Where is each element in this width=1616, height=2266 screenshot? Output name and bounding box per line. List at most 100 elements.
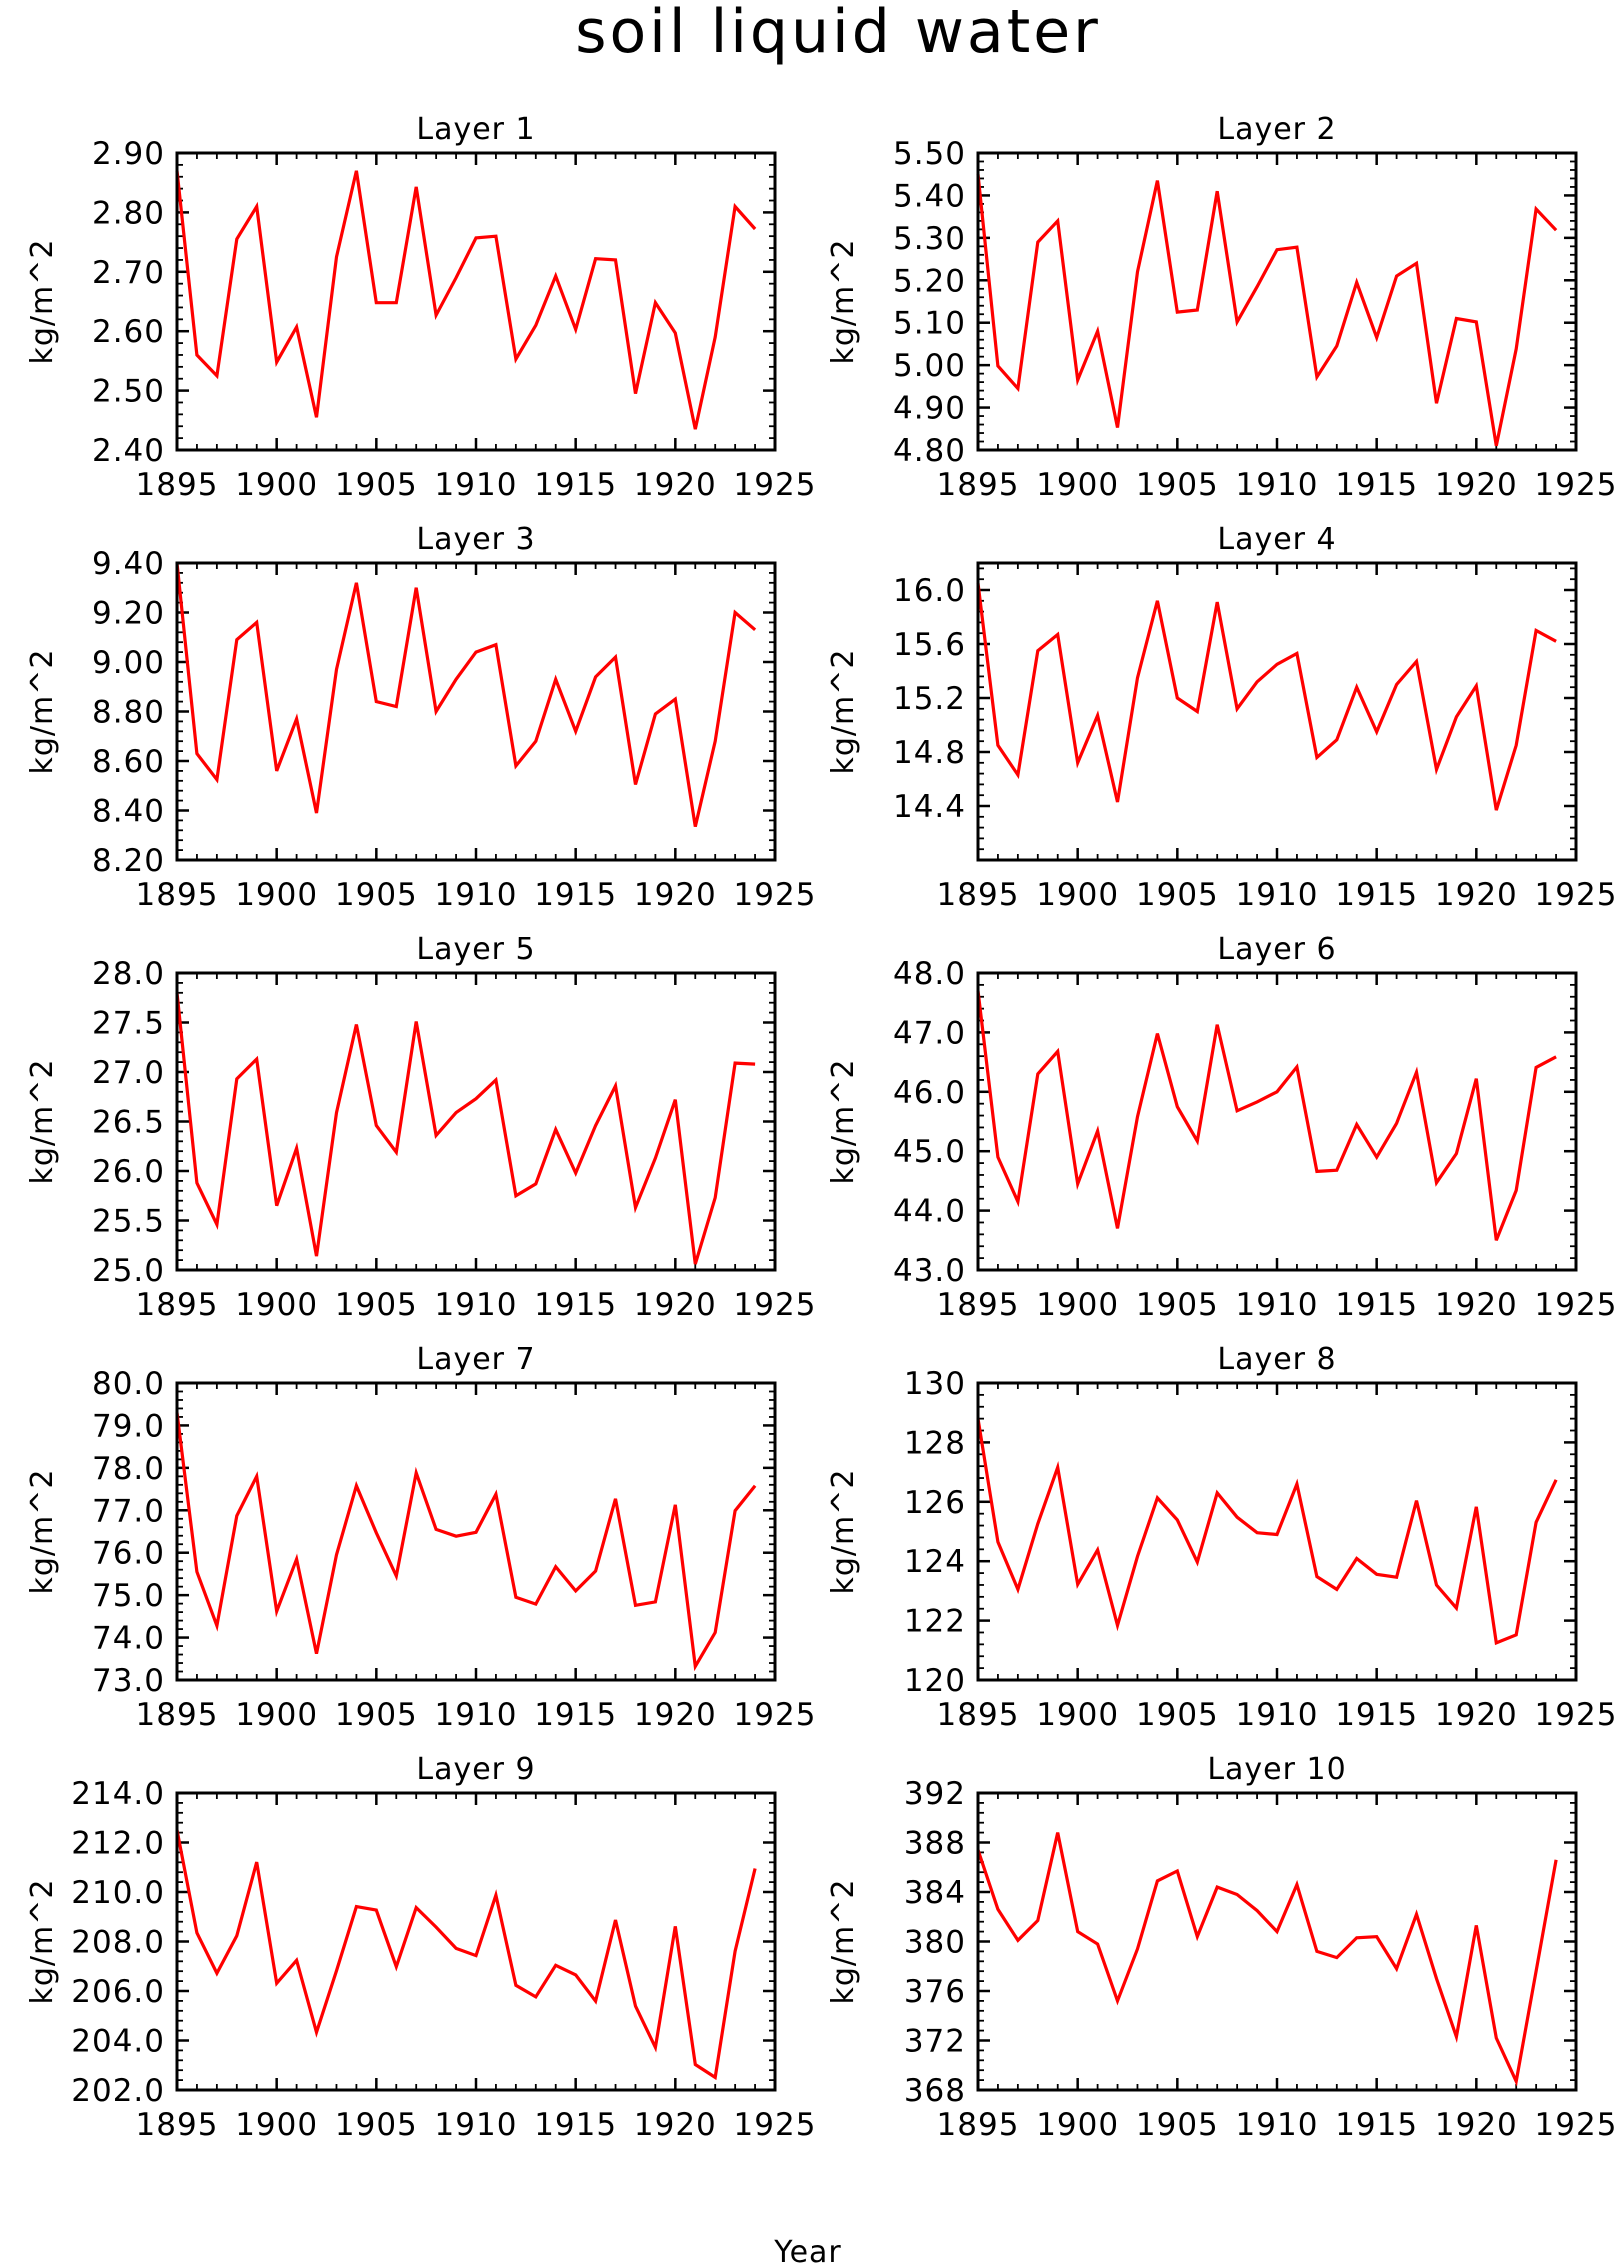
- x-tick-label: 1905: [1136, 467, 1219, 503]
- y-tick-label: 392: [904, 1776, 966, 1812]
- panel-title: Layer 3: [416, 522, 535, 557]
- y-tick-label: 78.0: [92, 1451, 165, 1487]
- plot-frame: [175, 561, 777, 862]
- series-line: [976, 990, 1557, 1241]
- y-tick-label: 380: [904, 1925, 966, 1961]
- y-tick-label: 202.0: [71, 2073, 165, 2109]
- x-tick-label: 1915: [1335, 1287, 1418, 1323]
- y-tick-label: 128: [904, 1425, 966, 1461]
- panel-title: Layer 4: [1217, 522, 1336, 557]
- x-tick-label: 1910: [435, 1287, 518, 1323]
- y-tick-label: 384: [904, 1875, 966, 1911]
- y-tick-label: 43.0: [893, 1253, 966, 1289]
- y-axis-label: kg/m^2: [826, 1469, 861, 1595]
- x-tick-label: 1920: [1435, 1287, 1518, 1323]
- x-tick-label: 1905: [335, 467, 418, 503]
- x-tick-label: 1920: [1435, 2107, 1518, 2143]
- plot-frame: [976, 1791, 1578, 2092]
- plot-frame: [976, 151, 1578, 452]
- x-tick-label: 1915: [1335, 467, 1418, 503]
- series-line: [175, 170, 757, 430]
- x-tick-label: 1910: [1236, 1287, 1319, 1323]
- y-axis-label: kg/m^2: [25, 1059, 60, 1185]
- y-axis-label: kg/m^2: [25, 1469, 60, 1595]
- x-tick-label: 1920: [634, 1287, 717, 1323]
- figure-title: soil liquid water: [575, 0, 1101, 67]
- x-tick-label: 1900: [235, 1697, 318, 1733]
- panel-title: Layer 10: [1207, 1752, 1346, 1787]
- x-tick-label: 1900: [1036, 1697, 1119, 1733]
- y-tick-label: 8.80: [92, 695, 165, 731]
- panel-layer-3: Layer 3 kg/m^2 8.20 8.40 8.60 8.80 9.00 9.20 9.4…: [25, 522, 817, 913]
- y-tick-label: 14.4: [893, 789, 966, 825]
- y-tick-label: 28.0: [92, 956, 165, 992]
- x-tick-label: 1900: [1036, 2107, 1119, 2143]
- x-tick-label: 1925: [734, 877, 817, 913]
- x-tick-label: 1925: [1535, 467, 1616, 503]
- y-tick-label: 27.0: [92, 1055, 165, 1091]
- panel-title: Layer 2: [1217, 112, 1336, 147]
- x-tick-label: 1915: [534, 1287, 617, 1323]
- x-tick-label: 1925: [1535, 877, 1616, 913]
- y-tick-label: 4.80: [893, 433, 966, 469]
- x-tick-label: 1925: [1535, 1287, 1616, 1323]
- x-tick-label: 1895: [937, 877, 1020, 913]
- y-tick-label: 45.0: [893, 1134, 966, 1170]
- series-line: [175, 992, 756, 1265]
- x-tick-label: 1895: [136, 877, 219, 913]
- x-tick-label: 1910: [435, 2107, 518, 2143]
- y-tick-label: 8.40: [92, 794, 165, 830]
- series-line: [976, 1832, 1558, 2087]
- series-line: [976, 1418, 1558, 1646]
- y-tick-label: 214.0: [71, 1776, 165, 1812]
- y-tick-label: 77.0: [92, 1493, 165, 1529]
- x-tick-label: 1895: [937, 2107, 1020, 2143]
- x-tick-label: 1900: [235, 877, 318, 913]
- y-tick-label: 48.0: [893, 956, 966, 992]
- y-tick-label: 388: [904, 1826, 966, 1862]
- x-tick-label: 1910: [435, 877, 518, 913]
- x-tick-label: 1895: [937, 467, 1020, 503]
- x-tick-label: 1920: [1435, 877, 1518, 913]
- x-tick-label: 1910: [1236, 2107, 1319, 2143]
- x-tick-label: 1925: [734, 467, 817, 503]
- series-line: [175, 1829, 757, 2081]
- panel-layer-9: Layer 9 kg/m^2 202.0 204.0 206.0 208.0 210.0 21…: [25, 1752, 815, 2143]
- x-tick-label: 1905: [1136, 1287, 1219, 1323]
- y-tick-label: 2.60: [92, 314, 165, 350]
- x-tick-label: 1915: [534, 467, 617, 503]
- series-line: [976, 174, 1558, 447]
- panel-layer-6: Layer 6 kg/m^2 43.0 44.0 45.0 46.0 47.0 48.0 189…: [826, 932, 1616, 1323]
- plot-frame: [175, 1381, 777, 1682]
- y-tick-label: 2.80: [92, 195, 165, 231]
- y-tick-label: 9.00: [92, 645, 165, 681]
- y-tick-label: 130: [904, 1366, 966, 1402]
- plot-frame: [976, 1381, 1578, 1682]
- y-tick-label: 210.0: [71, 1875, 165, 1911]
- x-tick-label: 1915: [534, 877, 617, 913]
- x-tick-label: 1920: [634, 1697, 717, 1733]
- y-tick-label: 15.2: [893, 681, 966, 717]
- plot-frame: [976, 971, 1578, 1272]
- y-axis-label: kg/m^2: [826, 649, 861, 775]
- y-tick-label: 9.40: [92, 546, 165, 582]
- y-tick-label: 25.0: [92, 1253, 165, 1289]
- y-tick-label: 47.0: [893, 1015, 966, 1051]
- plot-frame: [175, 971, 777, 1272]
- x-tick-label: 1915: [534, 2107, 617, 2143]
- x-tick-label: 1905: [335, 877, 418, 913]
- panel-layer-5: Layer 5 kg/m^2 25.0 25.5 26.0 26.5 27.0 27.5 28.…: [25, 932, 815, 1323]
- x-tick-label: 1915: [1335, 1697, 1418, 1733]
- panel-title: Layer 6: [1217, 932, 1336, 967]
- y-tick-label: 80.0: [92, 1366, 165, 1402]
- x-tick-label: 1910: [435, 467, 518, 503]
- plot-frame: [976, 561, 1578, 862]
- y-tick-label: 2.50: [92, 374, 165, 410]
- y-tick-label: 25.5: [92, 1204, 165, 1240]
- y-axis-label: kg/m^2: [826, 239, 861, 365]
- x-tick-label: 1900: [1036, 877, 1119, 913]
- plot-frame: [175, 1791, 777, 2092]
- series-line: [175, 562, 757, 827]
- x-tick-label: 1925: [1535, 1697, 1616, 1733]
- y-tick-label: 5.50: [893, 136, 966, 172]
